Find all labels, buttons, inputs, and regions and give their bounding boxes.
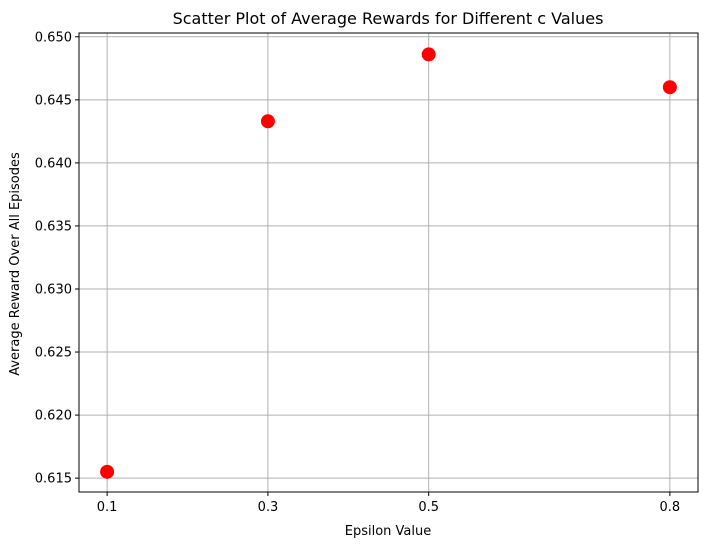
x-axis-ticks: 0.1 0.3 0.5 0.8 [97, 492, 680, 515]
y-tick-label: 0.615 [35, 472, 72, 487]
y-tick-label: 0.640 [35, 156, 72, 171]
y-tick-label: 0.650 [35, 30, 72, 45]
data-point [100, 464, 115, 479]
grid [79, 33, 698, 492]
y-tick-label: 0.645 [35, 93, 72, 108]
y-tick-label: 0.635 [35, 219, 72, 234]
y-tick-label: 0.630 [35, 282, 72, 297]
x-tick-label: 0.8 [660, 500, 681, 515]
plot-area [78, 32, 699, 493]
y-axis-ticks: 0.615 0.620 0.625 0.630 0.635 0.640 0.645 0.650 [35, 30, 79, 487]
x-tick-label: 0.1 [97, 500, 118, 515]
data-point [260, 114, 275, 129]
chart-title: Scatter Plot of Average Rewards for Diff… [173, 9, 604, 28]
data-point [421, 47, 436, 62]
x-axis-label: Epsilon Value [345, 524, 432, 539]
x-tick-label: 0.5 [418, 500, 439, 515]
y-tick-label: 0.625 [35, 346, 72, 361]
x-tick-label: 0.3 [258, 500, 279, 515]
data-point [662, 80, 677, 95]
y-axis-label: Average Reward Over All Episodes [8, 152, 23, 376]
data-points [100, 47, 677, 479]
y-tick-label: 0.620 [35, 409, 72, 424]
